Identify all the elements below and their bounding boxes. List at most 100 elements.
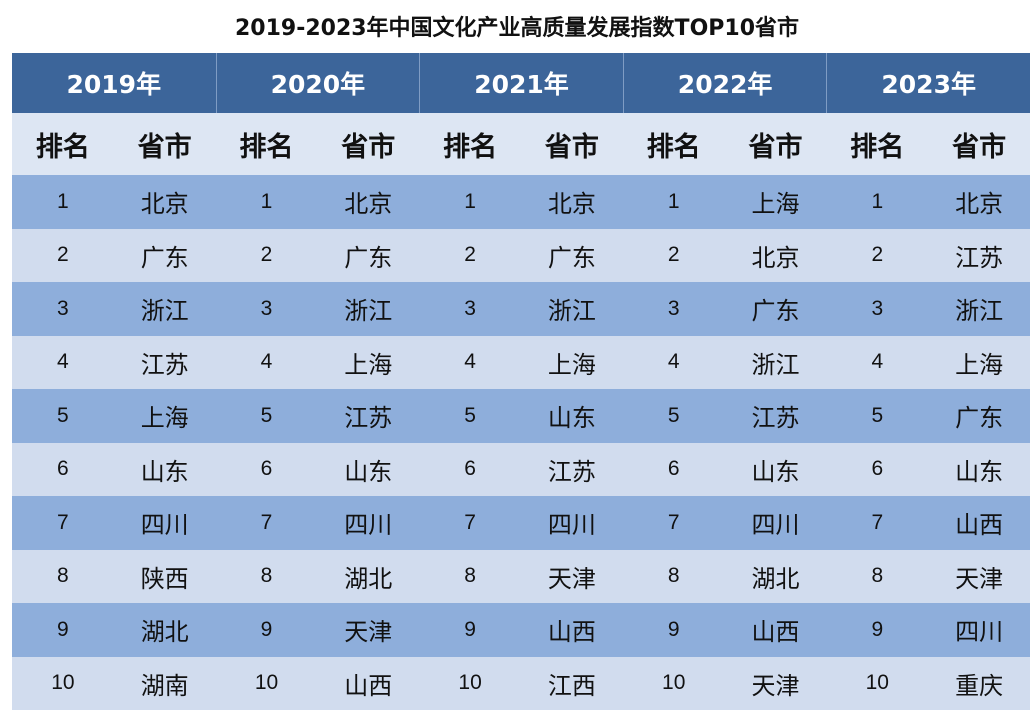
province-cell: 陕西 [113,549,216,603]
province-cell: 广东 [521,228,623,282]
rank-cell: 6 [826,442,929,496]
province-cell: 山东 [317,442,420,496]
province-cell: 北京 [724,228,827,282]
province-cell: 北京 [928,175,1030,229]
year-header: 2021年 [419,53,623,113]
province-cell: 湖南 [113,656,216,710]
rank-cell: 4 [12,335,114,389]
province-cell: 广东 [724,282,827,336]
rank-cell: 10 [826,656,929,710]
rank-cell: 3 [215,282,318,336]
rank-cell: 7 [419,496,521,550]
rank-cell: 9 [826,603,929,657]
province-cell: 四川 [724,496,827,550]
province-cell: 江苏 [928,228,1030,282]
province-cell: 广东 [928,389,1030,443]
rank-cell: 9 [12,603,114,657]
rank-cell: 10 [215,656,318,710]
province-cell: 江西 [521,656,623,710]
column-header: 省市 [724,113,827,175]
column-header: 排名 [419,113,521,175]
province-cell: 重庆 [928,656,1030,710]
province-cell: 北京 [317,175,420,229]
rank-cell: 9 [622,603,725,657]
province-cell: 四川 [317,496,420,550]
year-header: 2022年 [622,53,827,113]
province-cell: 江苏 [317,389,420,443]
rank-cell: 3 [12,282,114,336]
province-cell: 四川 [928,603,1030,657]
rank-cell: 7 [826,496,929,550]
column-header: 省市 [113,113,216,175]
column-header: 省市 [521,113,623,175]
rank-cell: 9 [419,603,521,657]
column-header: 排名 [622,113,725,175]
rank-cell: 1 [826,175,929,229]
rank-cell: 7 [215,496,318,550]
rank-cell: 7 [622,496,725,550]
rank-cell: 3 [622,282,725,336]
rank-cell: 8 [12,549,114,603]
province-cell: 山西 [317,656,420,710]
rank-cell: 7 [12,496,114,550]
rank-cell: 2 [622,228,725,282]
rank-cell: 5 [12,389,114,443]
rank-cell: 10 [622,656,725,710]
rank-cell: 3 [419,282,521,336]
ranking-table: 2019年 2020年 2021年 2022年 2023年 排名 省市 排名 省市 排名 省市 排名省… [12,53,1030,710]
rank-cell: 4 [826,335,929,389]
province-cell: 四川 [521,496,623,550]
rank-cell: 1 [215,175,318,229]
rank-cell: 2 [419,228,521,282]
province-cell: 浙江 [521,282,623,336]
rank-cell: 2 [215,228,318,282]
column-header: 排名 [215,113,318,175]
rank-cell: 1 [12,175,114,229]
rank-cell: 6 [12,442,114,496]
province-cell: 上海 [317,335,420,389]
rank-cell: 8 [419,549,521,603]
column-header: 省市 [928,113,1030,175]
rank-cell: 5 [826,389,929,443]
province-cell: 山西 [521,603,623,657]
rank-cell: 5 [215,389,318,443]
province-cell: 广东 [317,228,420,282]
province-cell: 湖北 [113,603,216,657]
rank-cell: 8 [622,549,725,603]
rank-cell: 10 [12,656,114,710]
rank-cell: 6 [622,442,725,496]
province-cell: 天津 [724,656,827,710]
province-cell: 江苏 [521,442,623,496]
province-cell: 湖北 [317,549,420,603]
rank-cell: 6 [419,442,521,496]
province-cell: 广东 [113,228,216,282]
rank-cell: 5 [622,389,725,443]
rank-cell: 4 [419,335,521,389]
province-cell: 天津 [521,549,623,603]
table-title: 2019-2023年中国文化产业高质量发展指数TOP10省市 [234,16,800,41]
rank-cell: 1 [622,175,725,229]
province-cell: 上海 [113,389,216,443]
rank-cell: 4 [215,335,318,389]
province-cell: 山东 [521,389,623,443]
province-cell: 山东 [113,442,216,496]
rank-cell: 2 [12,228,114,282]
rank-cell: 2 [826,228,929,282]
year-header: 2020年 [215,53,420,113]
province-cell: 江苏 [724,389,827,443]
province-cell: 浙江 [724,335,827,389]
rank-cell: 6 [215,442,318,496]
province-cell: 北京 [521,175,623,229]
rank-cell: 5 [419,389,521,443]
column-header: 排名 [826,113,929,175]
province-cell: 天津 [317,603,420,657]
rank-cell: 8 [215,549,318,603]
province-cell: 北京 [113,175,216,229]
province-cell: 上海 [521,335,623,389]
province-cell: 浙江 [317,282,420,336]
province-cell: 江苏 [113,335,216,389]
province-cell: 山东 [724,442,827,496]
year-header: 2019年 [12,53,216,113]
column-header: 省市 [317,113,420,175]
